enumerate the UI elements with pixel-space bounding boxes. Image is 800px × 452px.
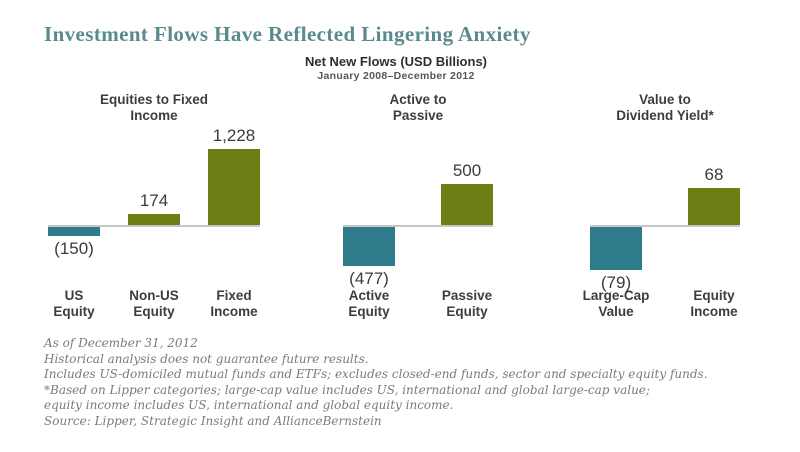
- footnote-line: equity income includes US, international…: [44, 398, 454, 412]
- page-title: Investment Flows Have Reflected Lingerin…: [44, 22, 531, 46]
- bar-cell-active-equity: (477) Active Equity: [343, 92, 395, 324]
- footnote-line: *Based on Lipper categories; large-cap v…: [44, 382, 650, 397]
- bar-passive-equity: [441, 184, 493, 225]
- baseline-axis: [343, 225, 493, 227]
- bar-equity-income: [688, 188, 740, 225]
- bar-cell-us-equity: (150) US Equity: [48, 92, 100, 324]
- bar-value-label: (477): [349, 269, 389, 288]
- chart-subtitle-line2: January 2008–December 2012: [317, 70, 475, 82]
- footnotes: As of December 31, 2012 Historical analy…: [44, 336, 800, 429]
- footnote-line: Historical analysis does not guarantee f…: [44, 351, 369, 366]
- bar-category-label: Large-Cap Value: [582, 288, 650, 319]
- baseline-axis: [590, 225, 740, 227]
- bar-cell-large-cap-value: (79) Large-Cap Value: [583, 92, 649, 324]
- bar-value-label: 174: [139, 191, 169, 210]
- bar-cell-passive-equity: 500 Passive Equity: [441, 92, 493, 324]
- chart-subtitle: Net New Flows (USD Billions) January 200…: [196, 54, 596, 82]
- group-title: Active to Passive: [389, 92, 447, 123]
- bar-cell-equity-income: 68 Equity Income: [688, 92, 740, 324]
- group-title: Value to Dividend Yield*: [616, 92, 714, 123]
- bar-value-label: (79): [600, 273, 632, 292]
- chart-group-active-to-passive: Active to Passive (477) Active Equity 500 Pa…: [343, 92, 493, 324]
- chart-subtitle-line1: Net New Flows (USD Billions): [304, 54, 487, 69]
- bar-value-label: (150): [54, 239, 94, 258]
- footnote-line: As of December 31, 2012: [44, 336, 198, 350]
- bar-category-label: Equity Income: [690, 288, 738, 319]
- bar-category-label: Fixed Income: [210, 288, 258, 319]
- bar-us-equity: [48, 227, 100, 236]
- footnote-line: Includes US-domiciled mutual funds and E…: [44, 367, 708, 381]
- bar-cell-fixed-income: 1,228 Fixed Income: [208, 92, 260, 324]
- bar-fixed-income: [208, 149, 260, 225]
- bar-category-label: US Equity: [53, 288, 95, 319]
- footnote-line: Source: Lipper, Strategic Insight and Al…: [44, 413, 382, 428]
- bar-non-us-equity: [128, 214, 180, 225]
- bar-value-label: 68: [704, 165, 724, 184]
- group-title: Equities to Fixed Income: [99, 92, 208, 123]
- bar-large-cap-value: [590, 227, 642, 270]
- bar-category-label: Passive Equity: [441, 288, 493, 319]
- chart-group-equities-to-fixed-income: Equities to Fixed Income (150) US Equity 17…: [48, 92, 260, 324]
- bar-category-label: Active Equity: [348, 288, 390, 319]
- bar-value-label: 1,228: [212, 126, 256, 145]
- chart-group-value-to-dividend-yield: Value to Dividend Yield* (79) Large-Cap Va…: [583, 92, 740, 324]
- bar-cell-non-us-equity: 174 Non-US Equity: [128, 92, 180, 324]
- baseline-axis: [48, 225, 260, 227]
- bar-value-label: 500: [452, 161, 482, 180]
- bar-category-label: Non-US Equity: [129, 288, 179, 319]
- bar-active-equity: [343, 227, 395, 266]
